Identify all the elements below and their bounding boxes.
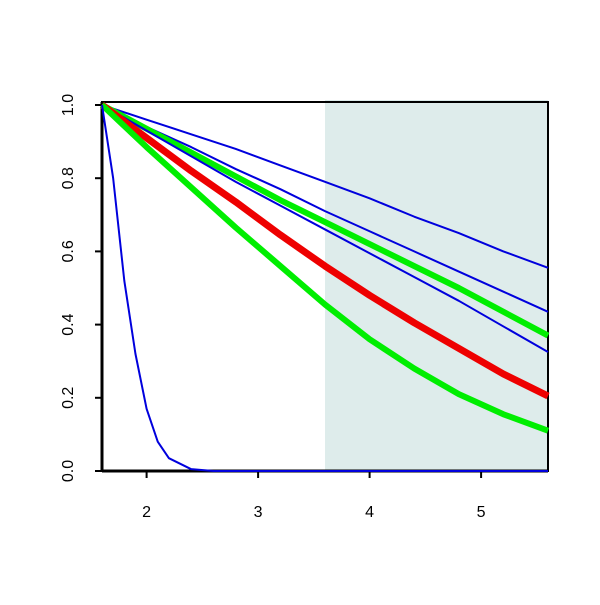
series-line [101, 104, 548, 472]
x-tick-label: 4 [365, 504, 374, 521]
plot-background [325, 100, 548, 471]
series-line [99, 102, 550, 434]
shaded-region [325, 100, 548, 471]
plot-content: 2 3 4 5 0.0 0.2 0.4 0.6 0.8 1.0 [60, 94, 550, 521]
y-tick-label: 1.0 [60, 94, 77, 116]
y-tick-label: 0.2 [60, 387, 77, 409]
y-tick-label: 0.0 [60, 460, 77, 482]
x-tick-label: 5 [477, 504, 486, 521]
series-line [101, 104, 549, 353]
y-tick-label: 0.6 [60, 240, 77, 262]
x-tick-label: 3 [254, 504, 263, 521]
y-tick-label: 0.8 [60, 167, 77, 189]
series-line [99, 102, 550, 400]
series-line [100, 102, 550, 339]
series-line [101, 104, 549, 313]
x-tick-label: 2 [142, 504, 151, 521]
series-line [101, 104, 549, 269]
y-tick-label: 0.4 [60, 313, 77, 335]
